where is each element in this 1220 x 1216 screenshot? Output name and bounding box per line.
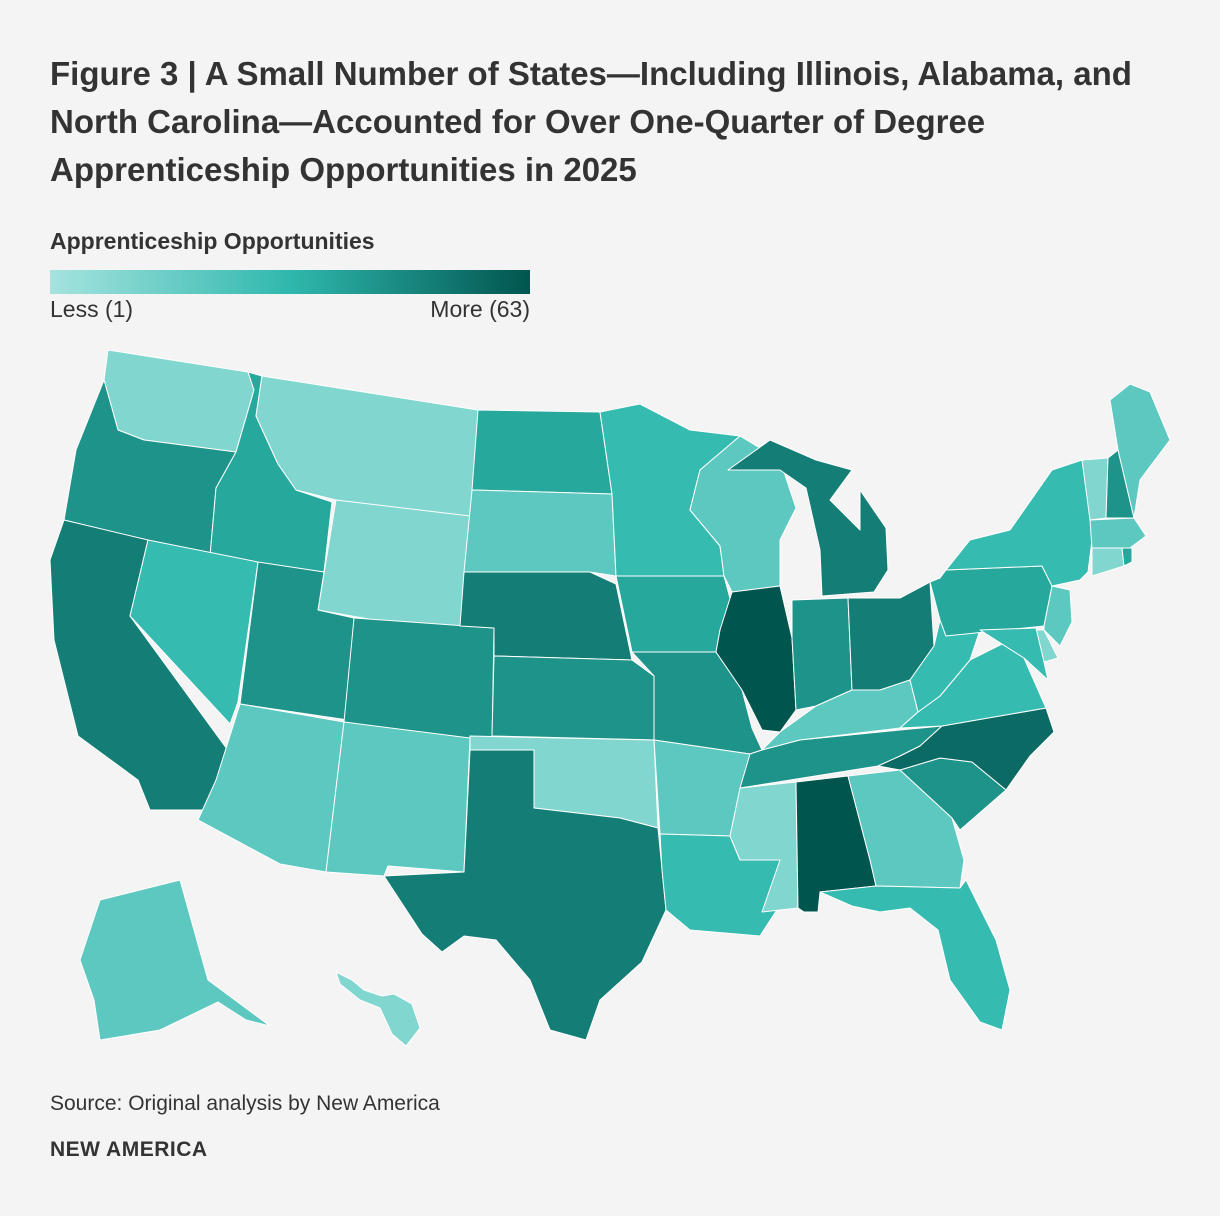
state-il[interactable] [715,585,797,733]
state-ia[interactable] [615,575,733,653]
state-mi[interactable] [727,439,889,597]
state-ma[interactable] [1089,517,1147,549]
legend-max-label: More (63) [430,296,530,322]
figure-title: Figure 3 | A Small Number of States—Incl… [50,55,1132,188]
state-sd[interactable] [463,489,617,577]
state-nd[interactable] [471,409,613,495]
legend-title: Apprenticeship Opportunities [50,228,375,254]
source-note: Source: Original analysis by New America [50,1092,440,1115]
legend-min-label: Less (1) [50,296,134,322]
state-tx[interactable] [383,749,667,1041]
state-nc[interactable] [877,707,1055,791]
state-me[interactable] [1109,383,1171,519]
state-pa[interactable] [929,565,1053,637]
state-fl[interactable] [819,879,1011,1031]
state-ct[interactable] [1091,547,1125,577]
state-in[interactable] [791,597,853,711]
legend-color-ramp [50,270,530,294]
us-choropleth-map [49,349,1171,1047]
state-ny[interactable] [945,459,1093,587]
state-nj[interactable] [1043,585,1073,647]
state-hi[interactable] [335,971,421,1047]
state-ks[interactable] [491,655,655,741]
state-ri[interactable] [1121,547,1133,567]
state-az[interactable] [197,703,345,873]
state-ak[interactable] [79,879,271,1041]
state-wi[interactable] [689,435,797,593]
state-nv[interactable] [129,539,259,725]
state-md[interactable] [979,627,1049,681]
state-ky[interactable] [761,679,919,751]
brand-wordmark: NEW AMERICA [50,1138,208,1161]
state-nm[interactable] [325,721,471,877]
